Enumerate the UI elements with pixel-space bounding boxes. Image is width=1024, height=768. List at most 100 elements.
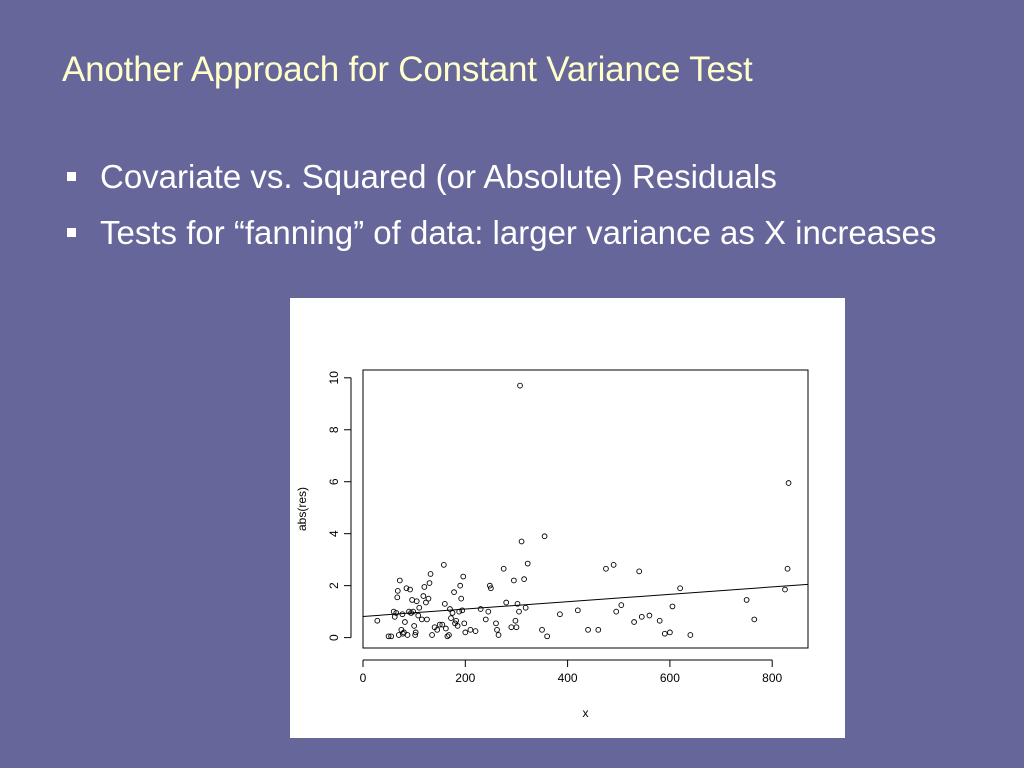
y-tick-label: 6 bbox=[327, 478, 341, 485]
data-point bbox=[449, 610, 456, 616]
data-point bbox=[512, 617, 519, 624]
data-point bbox=[424, 616, 430, 623]
data-point bbox=[610, 562, 617, 568]
data-point bbox=[503, 599, 510, 606]
data-point bbox=[541, 533, 548, 540]
data-point bbox=[494, 626, 500, 633]
data-point bbox=[524, 560, 531, 567]
bullet-text: Tests for “fanning” of data: larger vari… bbox=[100, 214, 937, 251]
data-point bbox=[743, 597, 750, 603]
data-point bbox=[785, 480, 792, 486]
data-point bbox=[460, 573, 467, 580]
data-point bbox=[472, 628, 479, 634]
data-point bbox=[521, 576, 527, 582]
x-axis-label: x bbox=[583, 706, 589, 720]
data-point bbox=[429, 632, 435, 638]
data-point bbox=[782, 586, 788, 593]
data-point bbox=[508, 624, 515, 631]
data-point bbox=[517, 382, 523, 389]
data-point bbox=[420, 593, 427, 599]
y-axis-label: abs(res) bbox=[295, 487, 309, 531]
data-point bbox=[482, 616, 489, 623]
data-point bbox=[416, 604, 423, 611]
data-point bbox=[401, 629, 407, 636]
data-point bbox=[409, 597, 415, 603]
x-tick-label: 800 bbox=[762, 671, 782, 685]
data-point bbox=[687, 632, 694, 638]
data-point bbox=[404, 632, 411, 638]
data-point bbox=[487, 582, 493, 589]
data-point bbox=[539, 626, 545, 633]
data-point bbox=[595, 626, 602, 633]
data-point bbox=[412, 632, 419, 638]
data-point bbox=[514, 600, 521, 607]
data-point bbox=[374, 617, 381, 624]
square-bullet-icon bbox=[67, 172, 76, 181]
data-point bbox=[444, 633, 451, 640]
data-point bbox=[667, 629, 673, 636]
x-tick-label: 600 bbox=[660, 671, 680, 685]
data-point bbox=[631, 619, 637, 625]
data-point bbox=[493, 620, 499, 627]
data-point bbox=[394, 594, 401, 601]
data-point bbox=[646, 612, 653, 619]
x-tick-label: 400 bbox=[558, 671, 578, 685]
data-point bbox=[411, 623, 417, 629]
data-point bbox=[426, 580, 433, 586]
data-point bbox=[603, 565, 609, 572]
data-point bbox=[402, 619, 408, 625]
data-point bbox=[446, 632, 452, 638]
data-point bbox=[427, 571, 434, 577]
y-tick-label: 4 bbox=[327, 530, 341, 537]
scatter-plot: 0 200 400 600 800 0 2 4 6 8 10 x abs(res) bbox=[295, 369, 809, 720]
data-point bbox=[385, 633, 392, 640]
data-point bbox=[418, 616, 425, 623]
data-point bbox=[439, 621, 446, 628]
y-tick-label: 8 bbox=[327, 426, 341, 433]
data-point bbox=[456, 608, 463, 615]
data-point bbox=[518, 538, 525, 545]
data-point bbox=[462, 629, 469, 636]
x-axis: 0 200 400 600 800 bbox=[360, 659, 783, 685]
data-point bbox=[656, 617, 663, 624]
data-point bbox=[511, 577, 517, 584]
data-point bbox=[458, 595, 465, 602]
scatter-plot-panel: 0 200 400 600 800 0 2 4 6 8 10 x abs(res) bbox=[290, 298, 845, 738]
x-tick-label: 0 bbox=[360, 671, 367, 685]
data-point bbox=[488, 585, 494, 592]
data-point bbox=[421, 584, 428, 590]
y-axis: 0 2 4 6 8 10 bbox=[327, 371, 352, 641]
data-point bbox=[459, 607, 466, 614]
data-point bbox=[440, 562, 447, 568]
data-point bbox=[423, 599, 429, 606]
data-point bbox=[393, 610, 400, 616]
data-point bbox=[412, 629, 419, 636]
data-point bbox=[500, 565, 507, 572]
data-point bbox=[677, 585, 683, 592]
data-point bbox=[434, 626, 441, 633]
slide-title: Another Approach for Constant Variance T… bbox=[62, 50, 753, 89]
data-point bbox=[638, 613, 645, 620]
bullet-list: Covariate vs. Squared (or Absolute) Resi… bbox=[62, 154, 982, 266]
x-tick-label: 200 bbox=[455, 671, 475, 685]
square-bullet-icon bbox=[67, 228, 76, 237]
data-point bbox=[516, 608, 522, 615]
data-point bbox=[448, 615, 454, 621]
data-point bbox=[585, 626, 591, 633]
data-point bbox=[461, 620, 468, 627]
data-point bbox=[453, 617, 459, 624]
data-point bbox=[396, 577, 403, 584]
data-points bbox=[374, 382, 792, 640]
data-point bbox=[415, 612, 422, 619]
data-point bbox=[451, 589, 457, 595]
data-point bbox=[413, 598, 420, 605]
data-point bbox=[454, 623, 461, 629]
data-point bbox=[618, 602, 625, 608]
data-point bbox=[784, 565, 791, 572]
data-point bbox=[477, 606, 484, 612]
data-point bbox=[394, 587, 401, 594]
data-point bbox=[436, 621, 443, 628]
data-point bbox=[441, 600, 448, 607]
data-point bbox=[407, 586, 413, 593]
bullet-item: Covariate vs. Squared (or Absolute) Resi… bbox=[62, 154, 982, 200]
